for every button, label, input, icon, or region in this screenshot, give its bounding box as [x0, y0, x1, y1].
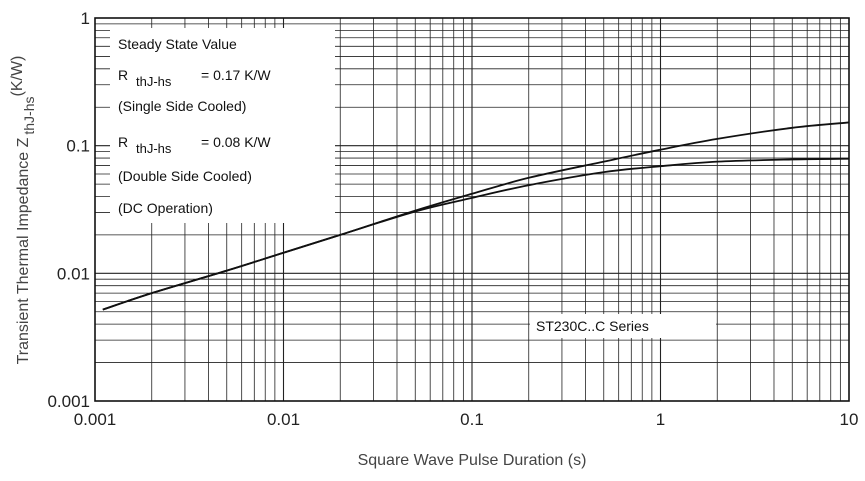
x-tick-label: 0.001	[74, 410, 117, 429]
x-axis-label: Square Wave Pulse Duration (s)	[358, 452, 587, 469]
note-line-5: (Double Side Cooled)	[118, 168, 252, 184]
tick-labels: 0.001 0.01 0.1 1 10 0.001 0.01 0.1 1	[47, 9, 858, 429]
series-label-box: ST230C..C Series	[530, 314, 716, 338]
series-line-2	[102, 157, 850, 311]
y-tick-label: 0.001	[47, 392, 90, 411]
note-r1-value: = 0.17 K/W	[201, 67, 271, 83]
y-tick-label: 1	[81, 9, 90, 28]
note-r2-symbol: R	[118, 134, 128, 150]
note-line-3: (Single Side Cooled)	[118, 98, 246, 114]
y-tick-label: 0.01	[57, 264, 90, 283]
steady-state-note: Steady State Value R thJ-hs = 0.17 K/W (…	[110, 28, 335, 223]
series-label-background	[530, 314, 716, 338]
note-background	[110, 28, 335, 223]
x-tick-label: 1	[656, 410, 665, 429]
y-axis-label-subscript: thJ-hs	[21, 96, 37, 134]
x-tick-label: 0.01	[267, 410, 300, 429]
y-axis-label-main: Transient Thermal Impedance Z	[15, 137, 32, 364]
series-lines	[102, 121, 850, 311]
series-label: ST230C..C Series	[536, 318, 649, 334]
note-r2-value: = 0.08 K/W	[201, 134, 271, 150]
note-r1-subscript: thJ-hs	[136, 74, 172, 89]
note-r2-subscript: thJ-hs	[136, 141, 172, 156]
note-r1-symbol: R	[118, 67, 128, 83]
x-tick-label: 0.1	[460, 410, 484, 429]
y-tick-label: 0.1	[66, 137, 90, 156]
note-line-1: Steady State Value	[118, 36, 237, 52]
note-line-6: (DC Operation)	[118, 200, 213, 216]
plot-frame	[94, 17, 850, 402]
y-axis-label: Transient Thermal Impedance Z thJ-hs(K/W)	[9, 56, 37, 365]
x-tick-label: 10	[840, 410, 859, 429]
y-axis-label-unit: (K/W)	[9, 56, 26, 97]
